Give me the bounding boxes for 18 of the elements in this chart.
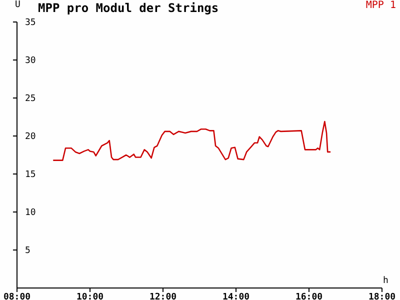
y-tick-label: 15 xyxy=(25,170,36,180)
line-series xyxy=(52,120,332,161)
x-tick-label: 14:00 xyxy=(222,292,250,300)
y-tick-label: 20 xyxy=(25,132,36,142)
text: MPP 1 xyxy=(366,0,396,11)
x-tick-label: 12:00 xyxy=(149,292,177,300)
x-tick-label: 10:00 xyxy=(76,292,104,300)
x-tick-label: 16:00 xyxy=(295,292,323,300)
x-tick-label: 08:00 xyxy=(3,292,31,300)
y-tick-label: 30 xyxy=(25,56,36,66)
y-tick-label: 35 xyxy=(25,18,36,28)
y-tick-label: 5 xyxy=(25,246,30,256)
y-tick-label: 10 xyxy=(25,208,36,218)
x-tick-label: 18:00 xyxy=(368,292,396,300)
y-tick-label: 25 xyxy=(25,94,36,104)
x-axis-title: h xyxy=(383,276,388,286)
y-axis-title: U xyxy=(15,0,20,10)
chart-title: MPP pro Modul der Strings xyxy=(38,1,219,15)
